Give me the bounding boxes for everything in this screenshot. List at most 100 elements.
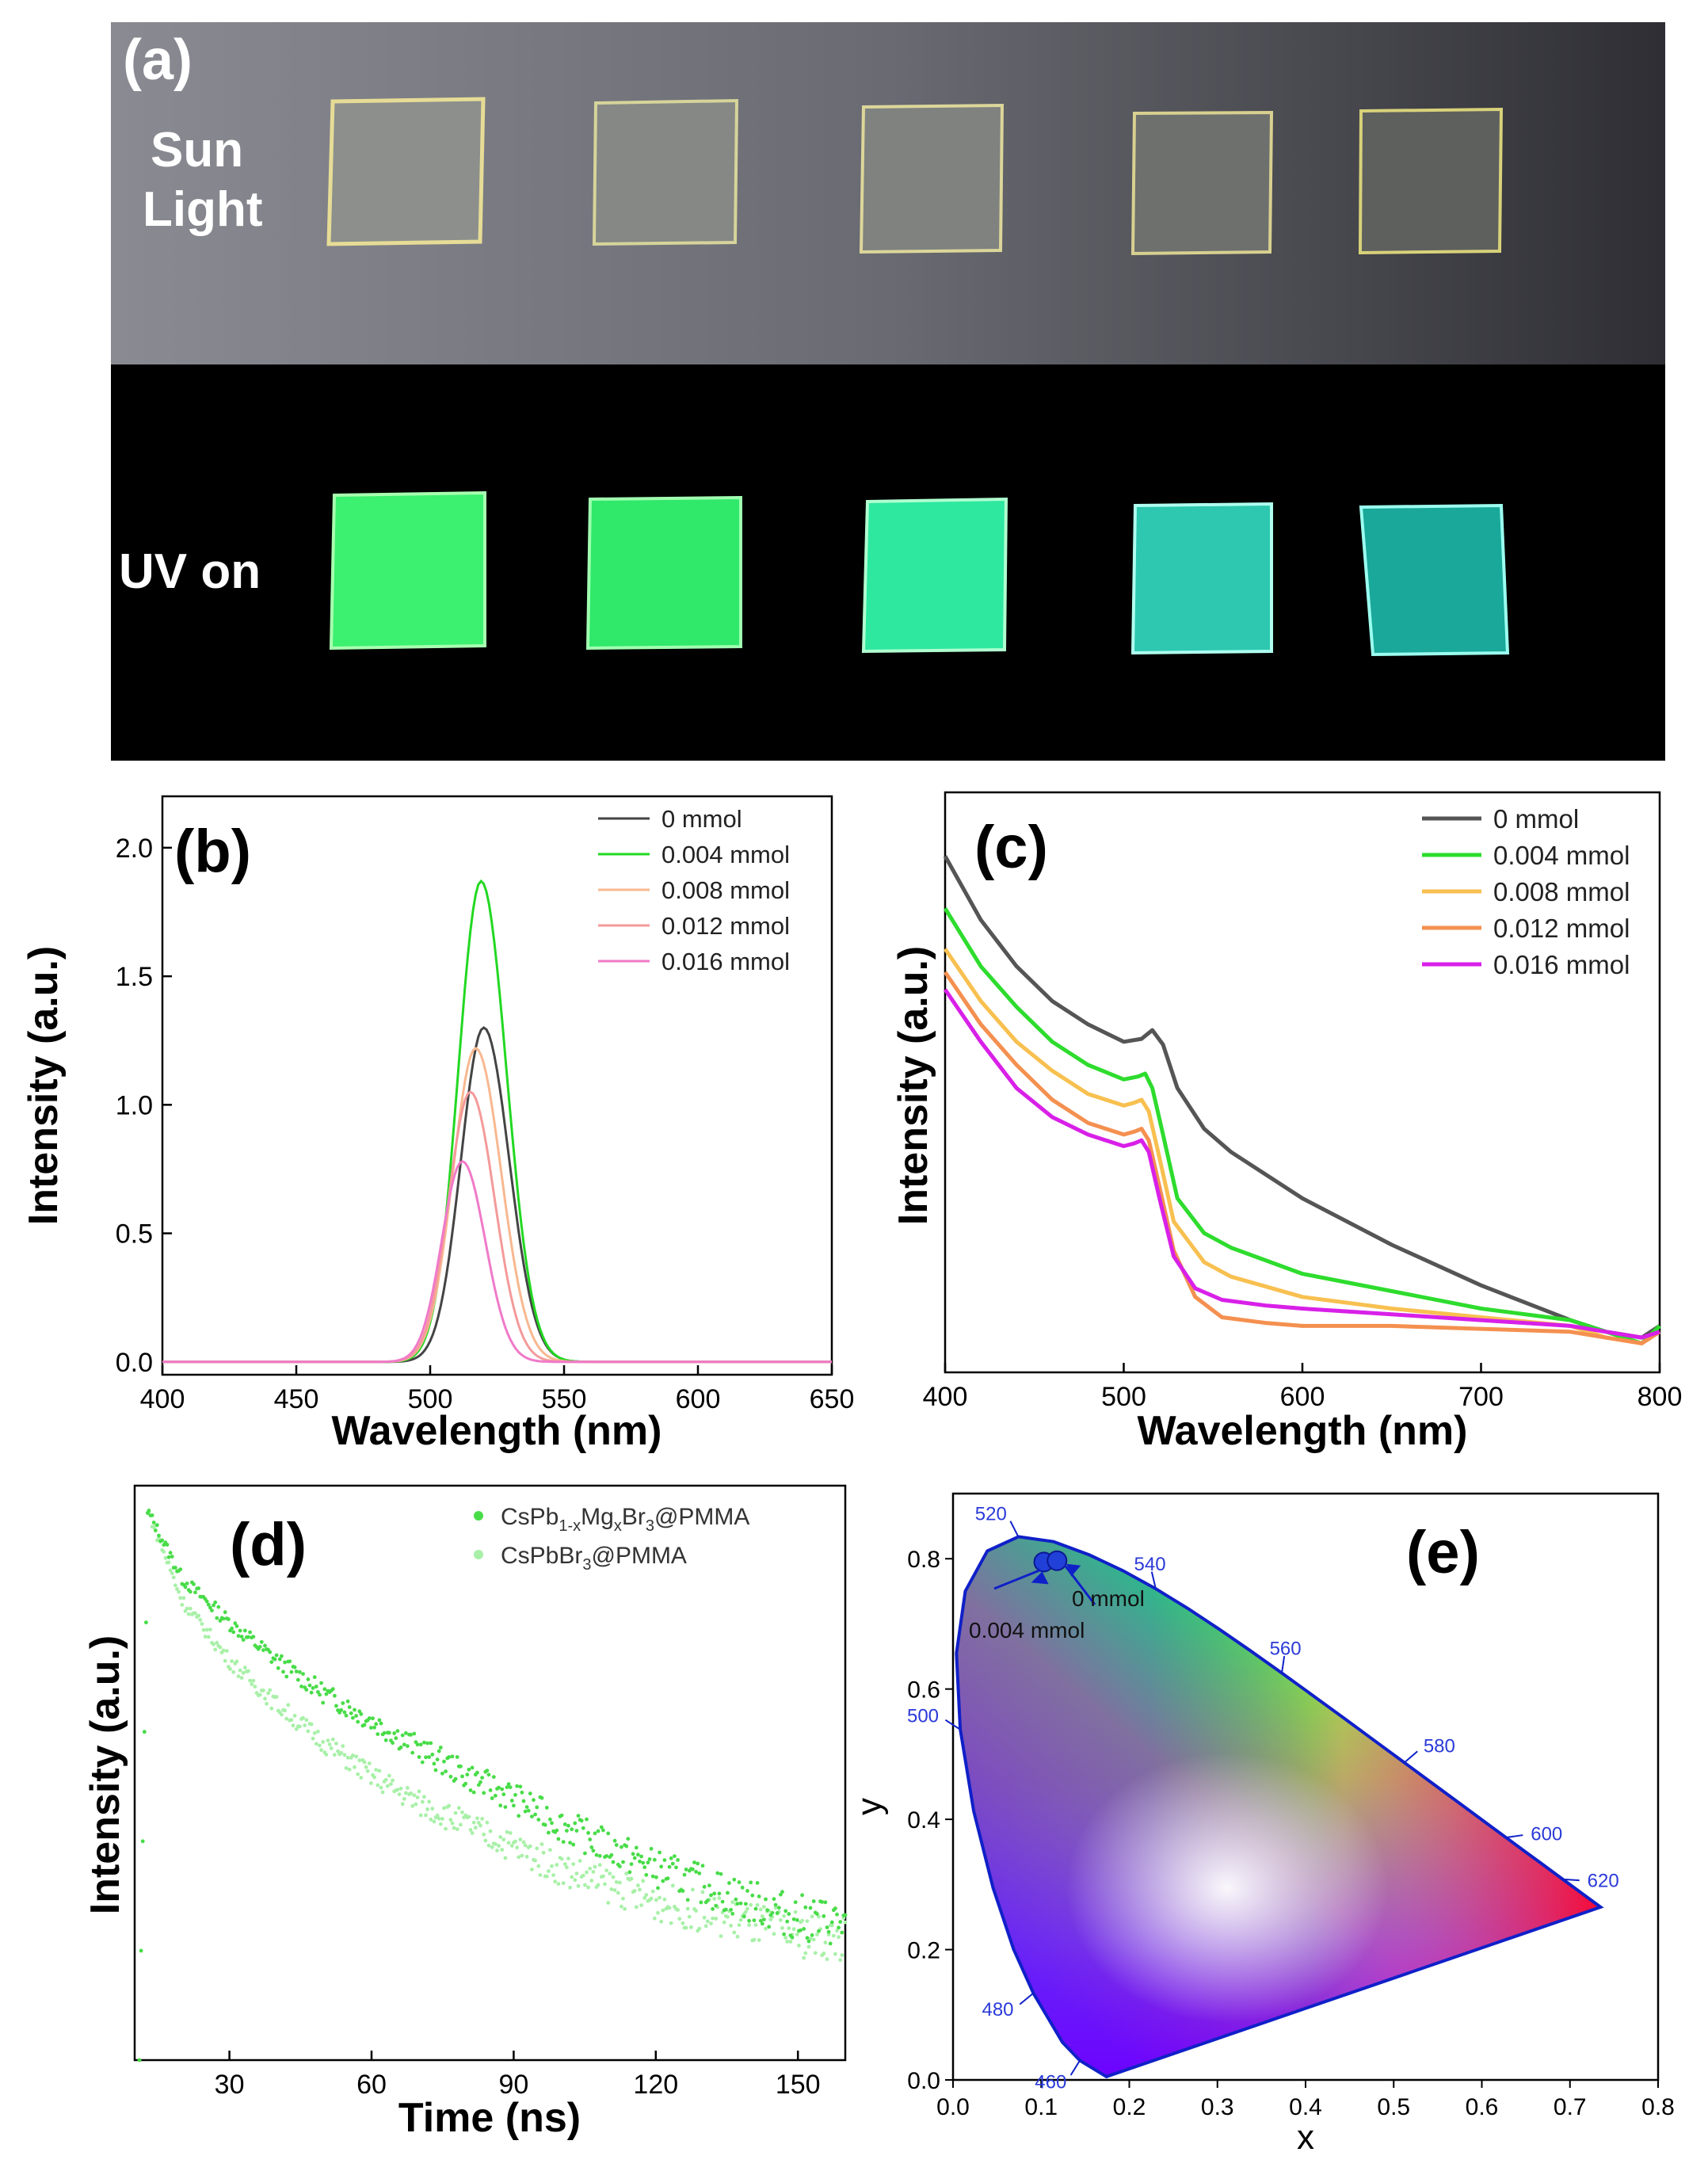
b-y-tick-label: 1.0: [116, 1090, 153, 1120]
d-data-point: [273, 1657, 277, 1662]
d-data-point: [536, 1818, 541, 1822]
d-data-point: [670, 1861, 675, 1866]
panel-a: (a) Sun Light UV on: [111, 22, 1665, 761]
d-data-point: [344, 1766, 349, 1770]
d-data-point: [744, 1902, 748, 1906]
d-data-point: [166, 1560, 171, 1565]
d-data-point: [392, 1731, 397, 1735]
d-data-point: [735, 1934, 740, 1939]
d-data-point: [173, 1583, 177, 1588]
d-data-point: [753, 1923, 758, 1927]
d-data-point: [468, 1788, 473, 1792]
d-data-point: [241, 1670, 246, 1675]
d-data-point: [351, 1715, 355, 1720]
d-data-point: [239, 1635, 244, 1639]
d-data-point: [281, 1669, 285, 1674]
d-data-point: [144, 1620, 148, 1624]
d-data-point: [268, 1650, 273, 1654]
d-data-point: [223, 1610, 227, 1615]
d-data-point: [268, 1688, 273, 1692]
d-data-point: [397, 1792, 402, 1797]
d-data-point: [714, 1917, 719, 1921]
d-data-point: [719, 1872, 723, 1876]
d-data-point: [215, 1640, 219, 1645]
d-data-point: [501, 1837, 506, 1842]
d-data-point: [471, 1790, 476, 1795]
panel-e-y-axis-title: y: [850, 1798, 889, 1815]
d-data-point: [365, 1769, 370, 1773]
d-data-point: [212, 1642, 215, 1647]
d-data-point: [775, 1911, 780, 1915]
d-data-point: [843, 1920, 848, 1925]
d-data-point: [309, 1722, 314, 1727]
d-data-point: [535, 1805, 539, 1810]
d-x-tick-label: 30: [215, 2070, 245, 2100]
d-data-point: [566, 1823, 570, 1828]
d-data-point: [503, 1856, 508, 1860]
d-data-point: [601, 1874, 605, 1879]
d-data-point: [682, 1872, 687, 1877]
d-data-point: [201, 1627, 206, 1632]
d-data-point: [691, 1887, 695, 1892]
d-data-point: [333, 1753, 337, 1757]
d-data-point: [593, 1864, 597, 1869]
d-data-point: [815, 1912, 819, 1916]
d-data-point: [330, 1737, 335, 1742]
d-data-point: [153, 1528, 158, 1532]
d-data-point: [566, 1856, 570, 1861]
d-data-point: [345, 1699, 350, 1704]
d-data-point: [322, 1687, 327, 1692]
d-data-point: [380, 1790, 385, 1795]
e-x-tick-label: 0.8: [1641, 2094, 1675, 2120]
d-data-point: [318, 1743, 322, 1748]
d-data-point: [442, 1806, 446, 1811]
d-data-point: [241, 1638, 246, 1643]
d-data-point: [639, 1903, 643, 1907]
d-data-point: [463, 1781, 468, 1786]
c-legend-label: 0.008 mmol: [1493, 877, 1630, 906]
d-data-point: [477, 1783, 481, 1788]
e-x-tick-label: 0.4: [1289, 2094, 1322, 2120]
e-locus-label: 600: [1531, 1824, 1562, 1845]
d-data-point: [206, 1602, 211, 1607]
d-data-point: [833, 1952, 837, 1956]
b-series-line: [162, 1047, 832, 1364]
d-data-point: [785, 1940, 790, 1944]
d-data-point: [166, 1555, 171, 1559]
e-locus-label: 520: [975, 1504, 1007, 1525]
d-data-point: [658, 1895, 661, 1900]
d-data-point: [480, 1817, 484, 1821]
d-data-point: [389, 1782, 393, 1787]
d-data-point: [793, 1900, 798, 1905]
d-data-point: [326, 1738, 330, 1743]
d-data-point: [284, 1674, 289, 1679]
d-data-point: [631, 1852, 635, 1856]
d-data-point: [806, 1939, 811, 1944]
d-data-point: [521, 1799, 526, 1803]
d-data-point: [298, 1724, 302, 1729]
b-legend-label: 0.012 mmol: [661, 912, 790, 940]
panel-b-label: (b): [174, 818, 251, 885]
d-data-point: [341, 1701, 345, 1705]
d-data-point: [196, 1613, 201, 1618]
d-data-point: [488, 1829, 493, 1833]
d-data-point: [562, 1822, 567, 1826]
sunlight-films: [326, 97, 1504, 256]
d-data-point: [738, 1901, 743, 1906]
d-data-point: [811, 1899, 816, 1903]
d-data-point: [353, 1765, 356, 1769]
d-data-point: [265, 1701, 269, 1706]
d-data-point: [371, 1716, 375, 1721]
d-data-point: [224, 1649, 229, 1654]
d-data-point: [353, 1708, 356, 1712]
d-data-point: [402, 1742, 406, 1747]
d-data-point: [406, 1786, 410, 1790]
d-data-point: [609, 1887, 614, 1891]
panel-b-x-axis-title: Wavelength (nm): [332, 1408, 662, 1454]
d-data-point: [470, 1765, 475, 1770]
d-data-point: [692, 1860, 696, 1864]
d-data-point: [700, 1890, 705, 1895]
d-data-point: [437, 1749, 441, 1753]
d-data-point: [840, 1930, 844, 1935]
d-data-point: [170, 1555, 174, 1559]
